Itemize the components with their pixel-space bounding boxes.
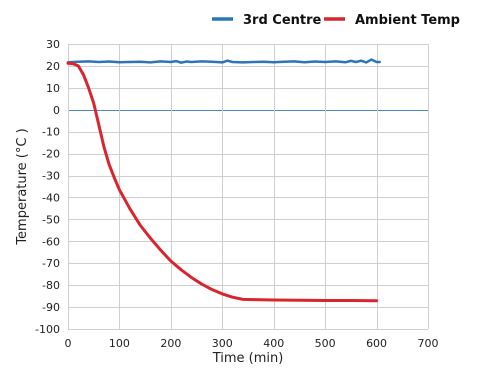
x-tick-label: 600 <box>366 337 387 350</box>
x-tick-label: 400 <box>263 337 284 350</box>
x-tick-label: 300 <box>212 337 233 350</box>
y-tick-label: -30 <box>42 170 60 183</box>
series-line-3rd-centre <box>66 58 381 64</box>
y-tick-label: -60 <box>42 235 60 248</box>
x-tick-label: 500 <box>315 337 336 350</box>
x-tick-label: 0 <box>65 337 72 350</box>
x-tick-label: 200 <box>160 337 181 350</box>
y-tick-label: -90 <box>42 301 60 314</box>
y-tick-label: 30 <box>46 38 60 51</box>
y-tick-label: 10 <box>46 82 60 95</box>
y-tick-label: -20 <box>42 148 60 161</box>
y-tick-label: 0 <box>53 104 60 117</box>
series-layer <box>66 58 381 303</box>
y-tick-label: -40 <box>42 191 60 204</box>
y-tick-label: -80 <box>42 279 60 292</box>
grid-layer <box>68 44 429 330</box>
y-tick-label: 20 <box>46 60 60 73</box>
y-tick-label: -100 <box>35 323 60 336</box>
legend-label-3rd-centre: 3rd Centre <box>243 13 322 28</box>
series-line-ambient-temp <box>66 61 379 303</box>
y-tick-label: -50 <box>42 213 60 226</box>
x-tick-label: 700 <box>418 337 439 350</box>
x-axis-title: Time (min) <box>212 351 284 366</box>
y-tick-label: -10 <box>42 126 60 139</box>
legend-label-ambient-temp: Ambient Temp <box>355 13 460 28</box>
y-axis-title: Temperature (°C ) <box>15 128 30 245</box>
y-tick-label: -70 <box>42 257 60 270</box>
x-tick-label: 100 <box>109 337 130 350</box>
legend: 3rd Centre Ambient Temp <box>212 13 460 28</box>
